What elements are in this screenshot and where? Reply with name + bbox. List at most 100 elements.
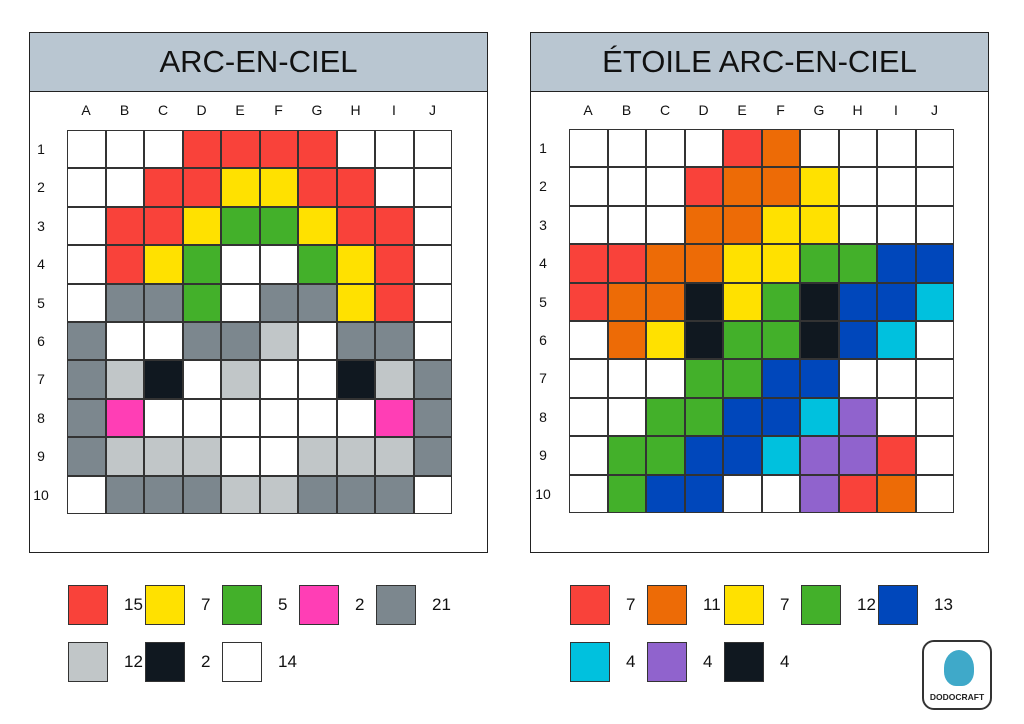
grid-cell: [67, 360, 106, 399]
grid-cell: [761, 321, 800, 360]
legend-swatch: [299, 585, 339, 625]
legend-count: 2: [355, 595, 365, 614]
grid-cell: [723, 474, 762, 513]
grid-cell: [684, 436, 723, 475]
grid-cell: [144, 283, 183, 322]
grid-cell: [569, 167, 608, 206]
grid-cell: [105, 437, 144, 476]
grid-cell: [838, 129, 877, 168]
grid-cell: [915, 244, 954, 283]
grid-cell: [336, 360, 375, 399]
grid-cell: [761, 167, 800, 206]
grid-cell: [800, 359, 839, 398]
grid-cell: [67, 283, 106, 322]
grid-cell: [877, 359, 916, 398]
legend-swatch: [68, 642, 108, 682]
grid-cell: [761, 205, 800, 245]
row-label: 1: [539, 140, 547, 156]
grid-cell: [915, 167, 954, 206]
grid-cell: [221, 206, 260, 246]
grid-cell: [336, 168, 375, 207]
grid-cell: [375, 283, 414, 322]
column-label: A: [583, 102, 593, 118]
grid-cell: [607, 474, 646, 513]
grid-cell: [877, 244, 916, 283]
dodo-bird-icon: [944, 650, 974, 686]
legend-count: 15: [124, 595, 143, 614]
grid-cell: [105, 360, 144, 399]
grid-cell: [877, 167, 916, 206]
grid-cell: [336, 322, 375, 361]
legend-swatch: [878, 585, 918, 625]
grid-cell: [298, 475, 337, 514]
row-label: 1: [37, 141, 45, 157]
grid-cell: [607, 129, 646, 168]
grid-cell: [413, 437, 452, 476]
grid-cell: [182, 130, 221, 169]
row-label: 4: [539, 255, 547, 272]
row-label: 10: [33, 486, 49, 503]
grid-cell: [800, 167, 839, 206]
grid-cell: [221, 398, 260, 438]
grid-cell: [723, 244, 762, 283]
grid-cell: [723, 167, 762, 206]
legend-swatch: [222, 642, 262, 682]
grid-cell: [646, 474, 685, 513]
column-label: B: [119, 102, 130, 118]
grid-cell: [877, 397, 916, 437]
legend-swatch: [68, 585, 108, 625]
grid-cell: [67, 322, 106, 361]
grid-cell: [67, 168, 106, 207]
grid-cell: [684, 474, 723, 513]
grid-cell: [259, 130, 298, 169]
legend-swatch: [570, 585, 610, 625]
grid-cell: [375, 398, 414, 438]
grid-cell: [221, 168, 260, 207]
row-label: 2: [37, 179, 45, 196]
grid-cell: [105, 130, 144, 169]
grid-cell: [684, 205, 723, 245]
grid-cell: [569, 244, 608, 283]
grid-cell: [182, 168, 221, 207]
grid-cell: [298, 283, 337, 322]
row-label: 9: [37, 448, 45, 465]
column-label: F: [776, 102, 785, 118]
legend-swatch: [145, 585, 185, 625]
legend-count: 5: [278, 595, 288, 614]
grid-cell: [375, 437, 414, 476]
grid-cell: [375, 130, 414, 169]
grid-cell: [375, 475, 414, 514]
grid-cell: [259, 360, 298, 399]
row-label: 5: [539, 293, 547, 310]
grid-cell: [915, 474, 954, 513]
grid-cell: [298, 168, 337, 207]
grid-cell: [800, 282, 839, 321]
grid-cell: [375, 168, 414, 207]
grid-cell: [800, 397, 839, 437]
grid-cell: [915, 359, 954, 398]
legend-count: 12: [857, 595, 876, 614]
grid-cell: [569, 474, 608, 513]
grid-cell: [684, 397, 723, 437]
grid-cell: [375, 206, 414, 246]
column-label: H: [852, 102, 863, 118]
legend-swatch: [376, 585, 416, 625]
puzzle-title: ÉTOILE ARC-EN-CIEL: [531, 33, 988, 92]
grid-cell: [761, 244, 800, 283]
grid-cell: [915, 205, 954, 245]
dodocraft-logo: DODOCRAFT: [922, 640, 992, 710]
grid-cell: [105, 475, 144, 514]
grid-cell: [375, 322, 414, 361]
grid-cell: [221, 475, 260, 514]
grid-cell: [569, 397, 608, 437]
column-label: I: [894, 102, 898, 118]
grid-cell: [569, 205, 608, 245]
grid-cell: [105, 206, 144, 246]
legend-count: 4: [703, 652, 713, 671]
grid-cell: [761, 282, 800, 321]
grid-cell: [336, 130, 375, 169]
grid-cell: [607, 205, 646, 245]
grid-cell: [915, 397, 954, 437]
grid-cell: [413, 130, 452, 169]
legend-swatch: [145, 642, 185, 682]
